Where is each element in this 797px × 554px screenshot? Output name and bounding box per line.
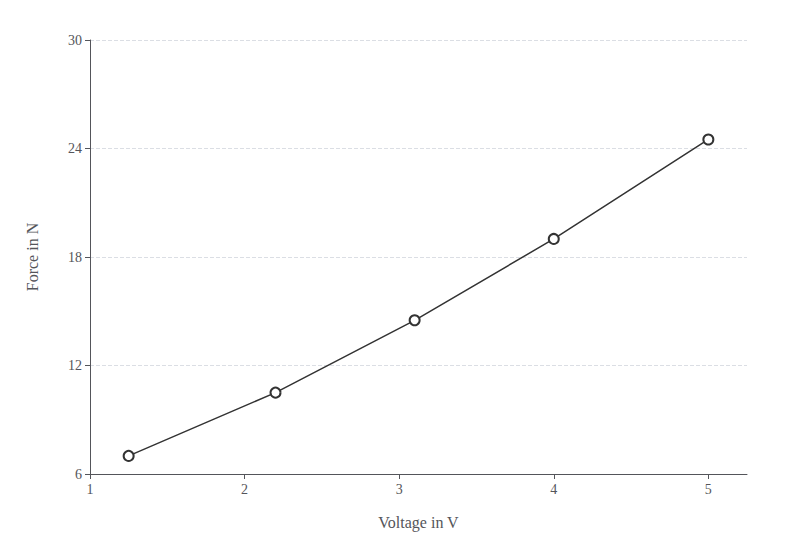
svg-text:6: 6: [75, 467, 82, 482]
svg-text:30: 30: [68, 33, 82, 48]
svg-text:12: 12: [68, 358, 82, 373]
svg-text:24: 24: [68, 141, 82, 156]
svg-text:Voltage in V: Voltage in V: [378, 514, 459, 532]
svg-text:4: 4: [550, 482, 557, 497]
svg-text:5: 5: [705, 482, 712, 497]
svg-text:3: 3: [396, 482, 403, 497]
svg-text:2: 2: [241, 482, 248, 497]
svg-text:1: 1: [87, 482, 94, 497]
svg-text:Force in N: Force in N: [24, 222, 41, 291]
svg-text:18: 18: [68, 250, 82, 265]
